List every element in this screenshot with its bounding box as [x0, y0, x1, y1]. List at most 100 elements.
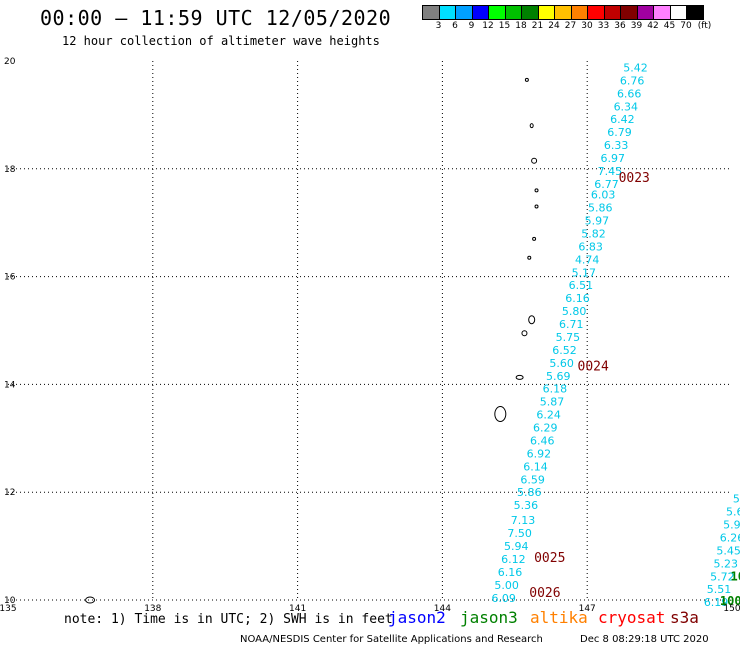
colorbar-label: 45 [663, 21, 676, 31]
wave-height-value: 6.79 [607, 126, 632, 139]
wave-height-value: 6.09 [491, 592, 516, 605]
wave-height-value: 6.77 [594, 178, 619, 191]
island-outline [531, 157, 538, 164]
lat-tick-label: 14 [4, 380, 16, 390]
island-outline [529, 123, 534, 129]
wave-height-value: 6.34 [614, 100, 639, 113]
wave-height-value: 6.46 [530, 434, 555, 447]
coastline-islands [85, 77, 539, 604]
satellite-legend-jason3: jason3 [460, 608, 518, 627]
wave-height-value: 6.51 [569, 279, 594, 292]
wave-height-value: 5.00 [494, 579, 519, 592]
pass-id-label: 0026 [529, 586, 560, 601]
lon-tick-label: 138 [144, 604, 161, 614]
footer-note: note: 1) Time is in UTC; 2) SWH is in fe… [64, 612, 393, 627]
colorbar-label: 15 [498, 21, 511, 31]
lon-tick-label: 135 [0, 604, 17, 614]
wave-height-value: 6.12 [501, 553, 526, 566]
wave-height-value: 5.17 [572, 266, 597, 279]
wave-height-value: 5.6 [733, 493, 740, 506]
wave-height-value: 5.23 [713, 557, 738, 570]
wave-height-value: 5.60 [549, 357, 574, 370]
lat-tick-label: 18 [4, 165, 16, 175]
wave-height-value: 6.83 [578, 240, 603, 253]
lon-tick-label: 141 [289, 604, 306, 614]
wave-height-colorbar [422, 5, 704, 20]
wave-height-value: 7.13 [511, 514, 536, 527]
island-outline [534, 188, 539, 193]
island-outline [528, 315, 536, 325]
colorbar-label: 36 [614, 21, 626, 31]
wave-height-value: 5.97 [585, 215, 610, 228]
colorbar-label: 18 [515, 21, 527, 31]
wave-height-value: 5.82 [581, 227, 606, 240]
wave-height-value: 6.26 [720, 531, 740, 544]
wave-height-value: 6.18 [543, 383, 568, 396]
lat-tick-label: 12 [4, 488, 15, 498]
wave-height-value: 4.74 [575, 253, 600, 266]
wave-height-value: 5.45 [716, 544, 740, 557]
colorbar-cell [686, 5, 704, 20]
satellite-legend-altika: altika [530, 608, 588, 627]
wave-height-value: 6.03 [591, 189, 616, 202]
colorbar-label: 30 [581, 21, 593, 31]
wave-height-value: 6.24 [536, 409, 561, 422]
colorbar-label: 21 [531, 21, 544, 31]
wave-height-value: 6.42 [610, 113, 635, 126]
wave-height-value: 5.94 [504, 540, 529, 553]
wave-height-value: 5.86 [517, 486, 542, 499]
wave-height-value: 6.33 [604, 139, 629, 152]
wave-height-value: 6.59 [520, 473, 545, 486]
lon-tick-label: 147 [579, 604, 596, 614]
lon-tick-label: 150 [723, 604, 740, 614]
island-outline [85, 596, 96, 604]
wave-height-value: 5.62 [726, 506, 740, 519]
lat-lon-grid [8, 61, 732, 601]
wave-height-value: 6.97 [601, 152, 626, 165]
map-title: 00:00 – 11:59 UTC 12/05/2020 [40, 6, 392, 30]
colorbar-labels: 3 6 9 12 15 18 21 24 27 30 33 36 39 42 45 70 (ft) [422, 21, 740, 33]
credit-date: Dec 8 08:29:18 UTC 2020 [580, 634, 709, 645]
edge-pass-label: 100 [720, 594, 740, 608]
wave-height-value: 6.71 [559, 318, 584, 331]
wave-height-value: 6.66 [617, 87, 642, 100]
wave-height-value: 6.16 [498, 566, 523, 579]
edge-pass-label: 10 [731, 570, 740, 584]
island-outline [524, 77, 529, 82]
wave-height-value: 5.69 [546, 370, 571, 383]
pass-id-label: 0023 [619, 171, 650, 186]
colorbar-label: 24 [548, 21, 560, 31]
island-outline [494, 406, 507, 423]
wave-height-value: 6.29 [533, 422, 558, 435]
colorbar-label: 9 [468, 21, 475, 31]
satellite-legend-cryosat: cryosat [598, 608, 666, 627]
wave-height-value: 5.87 [540, 396, 565, 409]
wave-height-value: 5.92 [723, 519, 740, 532]
wave-height-value: 6.52 [552, 344, 577, 357]
pass-labels: 0023 0024 0025 0026 10 100 [529, 171, 740, 608]
lat-tick-label: 16 [4, 273, 16, 283]
wave-height-value: 6.14 [523, 460, 548, 473]
pass-id-label: 0024 [578, 360, 609, 375]
island-outline [534, 204, 539, 209]
wave-height-value: 5.42 [623, 61, 648, 74]
wave-height-value: 6.92 [527, 447, 552, 460]
island-outline [532, 236, 537, 241]
satellite-legend-s3a: s3a [670, 608, 699, 627]
wave-height-value: 6.16 [565, 292, 590, 305]
wave-height-value: 5.51 [707, 583, 732, 596]
colorbar-label: 33 [597, 21, 610, 31]
colorbar-label: 12 [482, 21, 494, 31]
wave-height-value: 5.80 [562, 305, 587, 318]
credit-text: NOAA/NESDIS Center for Satellite Applica… [240, 634, 543, 645]
island-outline [521, 330, 528, 337]
satellite-legend-jason2: jason2 [388, 608, 446, 627]
colorbar-label: 42 [647, 21, 659, 31]
island-outline [527, 255, 532, 260]
lon-tick-label: 144 [434, 604, 451, 614]
wave-height-value: 5.72 [710, 570, 735, 583]
wave-height-value: 7.45 [598, 165, 623, 178]
wave-height-value: 5.75 [556, 331, 581, 344]
altimeter-tracks: 5.426.766.666.346.426.796.336.977.456.77… [491, 61, 740, 609]
